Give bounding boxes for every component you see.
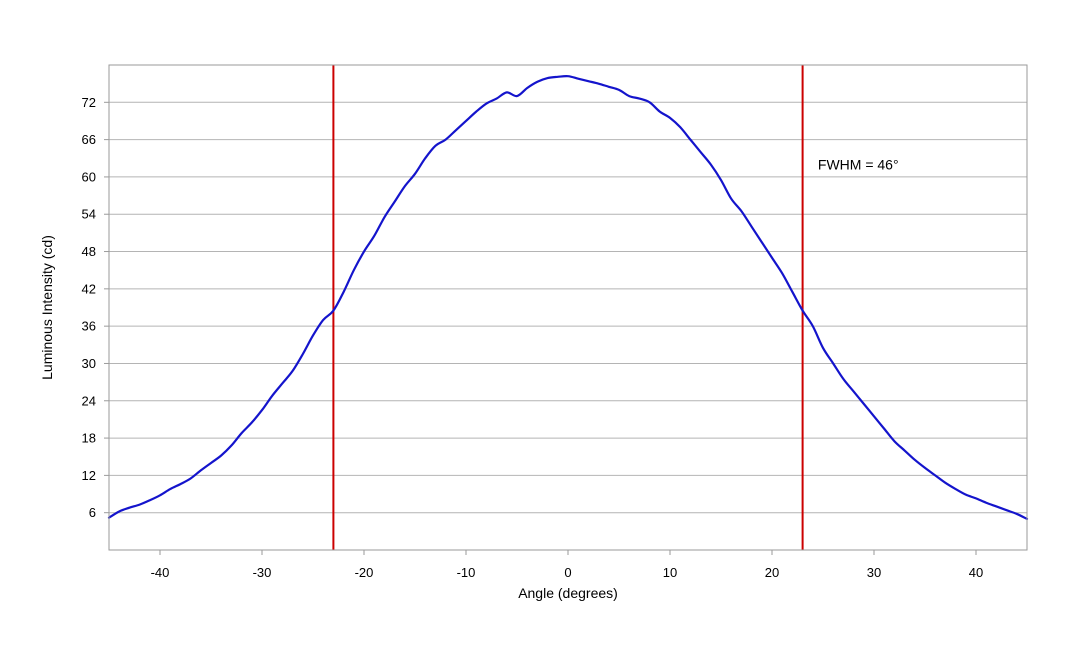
y-tick-label: 6: [89, 505, 96, 520]
x-tick-label: -40: [151, 565, 170, 580]
grid-layer: [109, 101, 1027, 514]
y-axis-ticks: 6 12 18 24 30 36 42 48 54 60 66 72: [82, 95, 109, 520]
y-tick-label: 72: [82, 95, 96, 110]
x-axis-ticks: -40 -30 -20 -10 0 10 20 30 40: [151, 550, 983, 580]
x-tick-label: 10: [663, 565, 677, 580]
x-tick-label: -20: [355, 565, 374, 580]
y-tick-label: 24: [82, 393, 96, 408]
y-tick-label: 60: [82, 169, 96, 184]
x-tick-label: 30: [867, 565, 881, 580]
x-tick-label: -10: [457, 565, 476, 580]
y-tick-label: 48: [82, 244, 96, 259]
x-tick-label: 20: [765, 565, 779, 580]
fwhm-annotation: FWHM = 46°: [818, 156, 899, 172]
x-tick-label: -30: [253, 565, 272, 580]
y-axis-label: Luminous Intensity (cd): [39, 235, 55, 380]
plot-frame: [108, 64, 1028, 551]
x-axis-label: Angle (degrees): [518, 585, 618, 601]
y-tick-label: 66: [82, 132, 96, 147]
x-tick-label: 0: [564, 565, 571, 580]
y-tick-label: 30: [82, 356, 96, 371]
series-layer: [107, 75, 1029, 521]
x-tick-label: 40: [969, 565, 983, 580]
y-tick-label: 12: [82, 468, 96, 483]
series-line: [107, 75, 1029, 521]
y-tick-label: 42: [82, 281, 96, 296]
y-tick-label: 18: [82, 431, 96, 446]
y-tick-label: 36: [82, 319, 96, 334]
annotations: FWHM = 46°: [818, 156, 899, 172]
y-tick-label: 54: [82, 207, 96, 222]
fwhm-markers: [332, 65, 804, 550]
